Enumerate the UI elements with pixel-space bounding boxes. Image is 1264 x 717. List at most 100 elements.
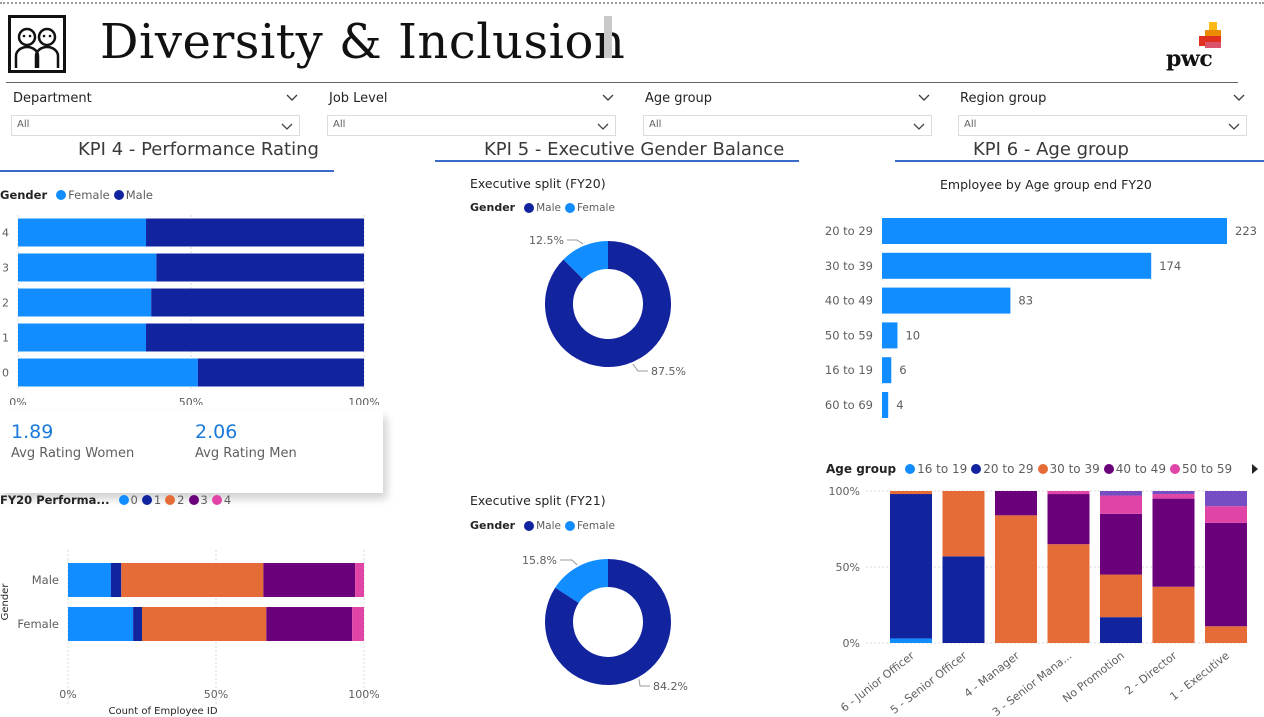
- slicer-label-4: Region group: [960, 91, 1047, 106]
- bar-segment-female: [18, 323, 147, 352]
- age-bar: [882, 357, 892, 384]
- y-tick-label: 3: [2, 262, 9, 275]
- donut-leader-line: [638, 679, 650, 687]
- chevron-down-icon: [1228, 123, 1240, 130]
- slicer-dropdown-4[interactable]: All: [958, 115, 1247, 136]
- bar-data-label: 223: [1235, 224, 1257, 238]
- column-segment-50-to-59: [1152, 494, 1195, 499]
- y-tick-label: 50 to 59: [825, 328, 873, 342]
- donut-slice-male: [545, 241, 671, 367]
- age-counts-title: Employee by Age group end FY20: [940, 177, 1152, 192]
- bar-segment-male: [151, 288, 364, 317]
- donut-slice-male: [545, 559, 671, 685]
- bar-data-label: 174: [1159, 259, 1181, 273]
- age-by-level-legend: Age group 16 to 19 20 to 29 30 to 39 40 …: [826, 462, 1233, 476]
- column-segment-20-to-29: [890, 494, 932, 639]
- bar-segment-rating-4: [352, 607, 364, 641]
- avg-rating-women-value: 1.89: [11, 421, 54, 443]
- avg-rating-card: 1.89 Avg Rating Women 2.06 Avg Rating Me…: [0, 411, 383, 493]
- slicer-dropdown-3[interactable]: All: [643, 115, 932, 136]
- donut-leader-line: [632, 363, 648, 372]
- page-title: Diversity & Inclusion: [100, 14, 626, 70]
- title-accent-bar: [604, 16, 612, 58]
- x-tick-label: 100%: [348, 688, 379, 701]
- column-segment-30-to-39: [1100, 574, 1142, 618]
- age-bar: [882, 392, 889, 418]
- column-segment-30-to-39: [1205, 626, 1247, 643]
- slicer-label-3: Age group: [645, 91, 713, 106]
- legend-next-icon[interactable]: [1250, 463, 1260, 475]
- slicer-header-chevron-down-icon[interactable]: [918, 91, 930, 103]
- slicer-value: All: [333, 119, 346, 130]
- top-dotted-border: [0, 2, 1264, 4]
- exec-fy20-donut: 87.5% 12.5%: [529, 234, 686, 378]
- chevron-down-icon: [913, 123, 925, 130]
- y-tick-label: 4: [2, 227, 9, 240]
- chevron-down-icon: [281, 123, 293, 130]
- y-tick-label: 30 to 39: [825, 259, 873, 273]
- column-segment-60-to-69: [1152, 491, 1195, 495]
- age-counts-chart: 20 to 29 223 30 to 39 174 40 to 49 83 50 to 59…: [825, 218, 1257, 418]
- y-tick-label: 50%: [836, 561, 860, 574]
- age-bar: [882, 322, 898, 349]
- age-bar: [882, 287, 1011, 314]
- x-axis-label: Count of Employee ID: [108, 706, 217, 717]
- x-tick-label: 0%: [9, 396, 26, 405]
- age-bar: [882, 252, 1152, 279]
- kpi6-title-rule: [895, 160, 1264, 162]
- y-tick-label: 0%: [843, 637, 860, 650]
- y-tick-label: 1: [2, 332, 9, 345]
- slicer-label-2: Job Level: [329, 91, 388, 106]
- perf-gender-chart: Male Female Gender 0% 50% 100% Count of Employ…: [0, 550, 380, 717]
- avg-rating-women-label: Avg Rating Women: [11, 446, 135, 461]
- x-tick-label: 100%: [348, 396, 379, 405]
- legend-male-dot: [113, 190, 124, 200]
- avg-rating-men-label: Avg Rating Men: [195, 446, 297, 461]
- bar-segment-rating-4: [355, 563, 364, 597]
- slicer-dropdown-2[interactable]: All: [327, 115, 616, 136]
- bar-segment-female: [18, 218, 147, 247]
- y-tick-label: Female: [17, 617, 59, 631]
- pwc-logo-text: pwc: [1166, 46, 1213, 72]
- avg-rating-men-value: 2.06: [195, 421, 238, 443]
- age-bar: [882, 218, 1227, 244]
- y-tick-label: 0: [2, 367, 9, 380]
- bar-segment-male: [146, 218, 364, 247]
- x-tick-label: 0%: [59, 688, 76, 701]
- y-tick-label: 60 to 69: [825, 398, 873, 412]
- column-segment-40-to-49: [1047, 494, 1090, 545]
- donut-data-label: 87.5%: [651, 365, 686, 378]
- donut-slice-female: [563, 241, 609, 280]
- bar-segment-rating-0: [68, 563, 111, 597]
- column-segment-40-to-49: [1100, 513, 1142, 575]
- bar-data-label: 6: [899, 363, 906, 377]
- bar-segment-rating-3: [266, 607, 353, 641]
- column-segment-20-to-29: [1100, 617, 1142, 643]
- bar-segment-rating-3: [263, 563, 356, 597]
- y-tick-label: 16 to 19: [825, 363, 873, 377]
- bar-segment-female: [18, 358, 198, 387]
- column-segment-30-to-39: [942, 491, 985, 557]
- slicer-dropdown-1[interactable]: All: [11, 115, 300, 136]
- bar-segment-rating-0: [68, 607, 134, 641]
- slicer-header-chevron-down-icon[interactable]: [602, 91, 614, 103]
- kpi5-title-rule: [435, 160, 799, 162]
- bar-segment-female: [18, 288, 152, 317]
- kpi4-title-rule: [0, 170, 334, 172]
- kpi5-title: KPI 5 - Executive Gender Balance: [484, 139, 785, 160]
- exec-fy21-legend: Gender Male Female: [470, 519, 615, 532]
- y-tick-label: 40 to 49: [825, 294, 873, 308]
- y-tick-label: 100%: [829, 485, 860, 498]
- slicer-header-chevron-down-icon[interactable]: [1233, 91, 1245, 103]
- bar-segment-rating-2: [142, 607, 267, 641]
- slicer-label-1: Department: [13, 91, 92, 106]
- column-segment-50-to-59: [1047, 491, 1090, 495]
- pwc-logo: pwc: [1165, 22, 1235, 78]
- donut-leader-line: [567, 239, 584, 245]
- chevron-down-icon: [597, 123, 609, 130]
- exec-fy21-donut: 84.2% 15.8%: [522, 554, 688, 693]
- column-segment-30-to-39: [1152, 586, 1195, 643]
- y-tick-label: 20 to 29: [825, 224, 873, 238]
- slicer-header-chevron-down-icon[interactable]: [286, 91, 298, 103]
- column-segment-40-to-49: [1205, 522, 1247, 627]
